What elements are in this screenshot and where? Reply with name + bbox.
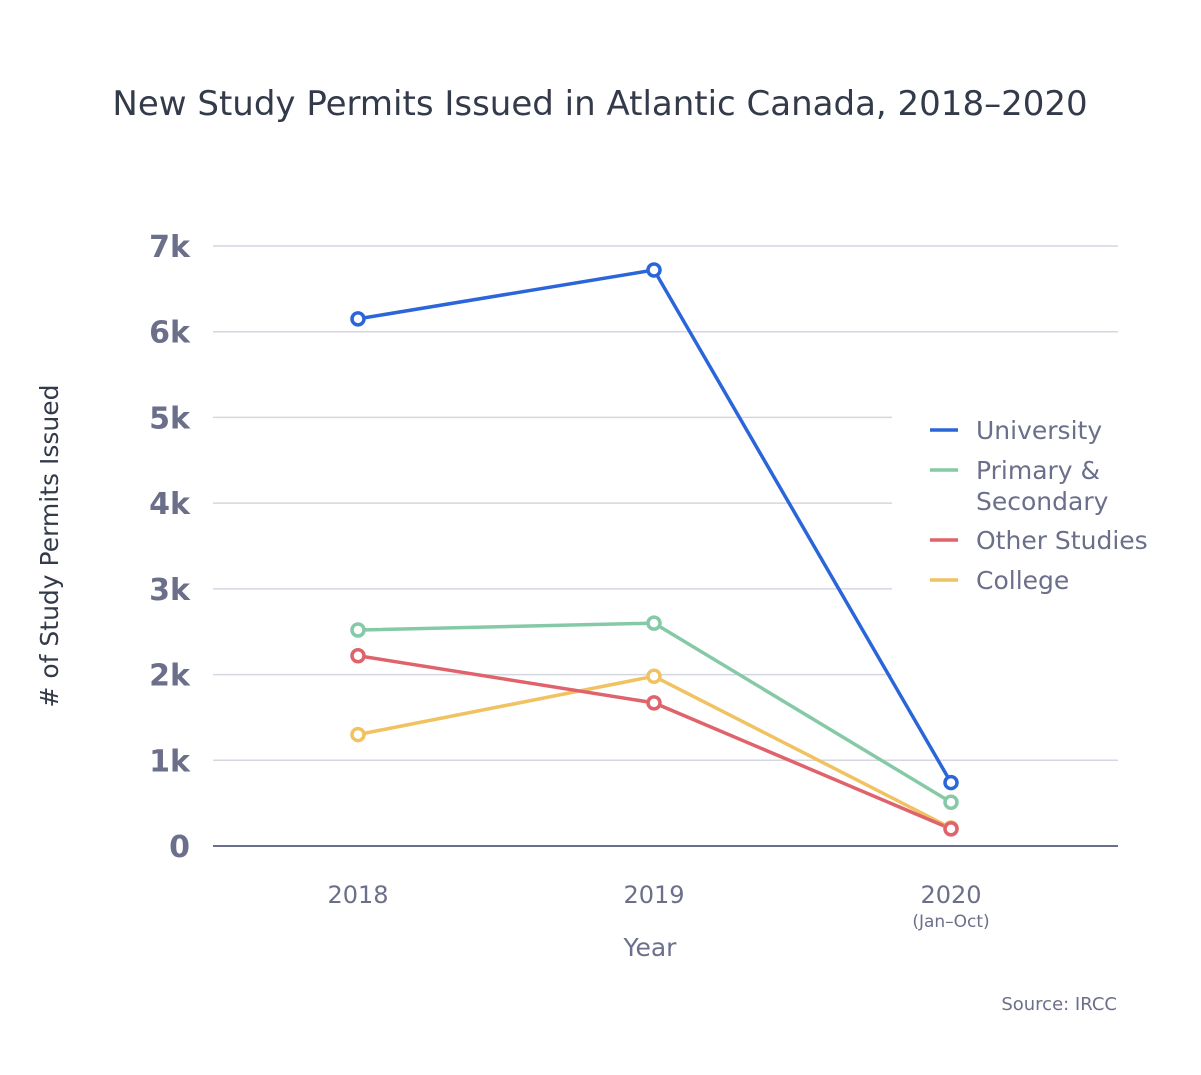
data-point xyxy=(646,695,662,711)
data-point xyxy=(350,647,366,664)
series-line xyxy=(357,621,952,804)
data-point xyxy=(646,615,662,631)
legend-label: College xyxy=(976,566,1069,595)
x-tick-label: 2020 xyxy=(920,881,981,909)
data-point xyxy=(350,726,366,743)
data-point xyxy=(943,821,959,837)
y-tick-label: 4k xyxy=(149,487,191,522)
x-tick-sublabel: (Jan–Oct) xyxy=(912,912,989,932)
data-point xyxy=(943,774,959,791)
y-tick-label: 5k xyxy=(149,401,191,436)
source-note: Source: IRCC xyxy=(1001,994,1117,1015)
x-tick-label: 2018 xyxy=(327,881,388,909)
data-point xyxy=(646,668,662,685)
x-tick-label: 2019 xyxy=(623,881,684,909)
y-tick-label: 6k xyxy=(149,316,191,351)
legend-label: Other Studies xyxy=(976,526,1148,555)
data-point xyxy=(350,622,366,638)
x-axis-label: Year xyxy=(623,933,678,962)
y-tick-label: 2k xyxy=(149,659,191,694)
chart-title: New Study Permits Issued in Atlantic Can… xyxy=(112,84,1087,124)
legend-label: Secondary xyxy=(976,487,1109,516)
legend-label: University xyxy=(976,416,1102,445)
y-tick-label: 0 xyxy=(169,830,190,865)
y-tick-label: 3k xyxy=(149,573,191,608)
data-point xyxy=(943,794,959,811)
y-axis-label: # of Study Permits Issued xyxy=(35,384,64,707)
data-point xyxy=(350,311,366,327)
data-point xyxy=(646,262,662,278)
y-tick-label: 1k xyxy=(149,744,191,779)
y-tick-label: 7k xyxy=(149,230,191,265)
legend-label: Primary & xyxy=(976,456,1100,485)
